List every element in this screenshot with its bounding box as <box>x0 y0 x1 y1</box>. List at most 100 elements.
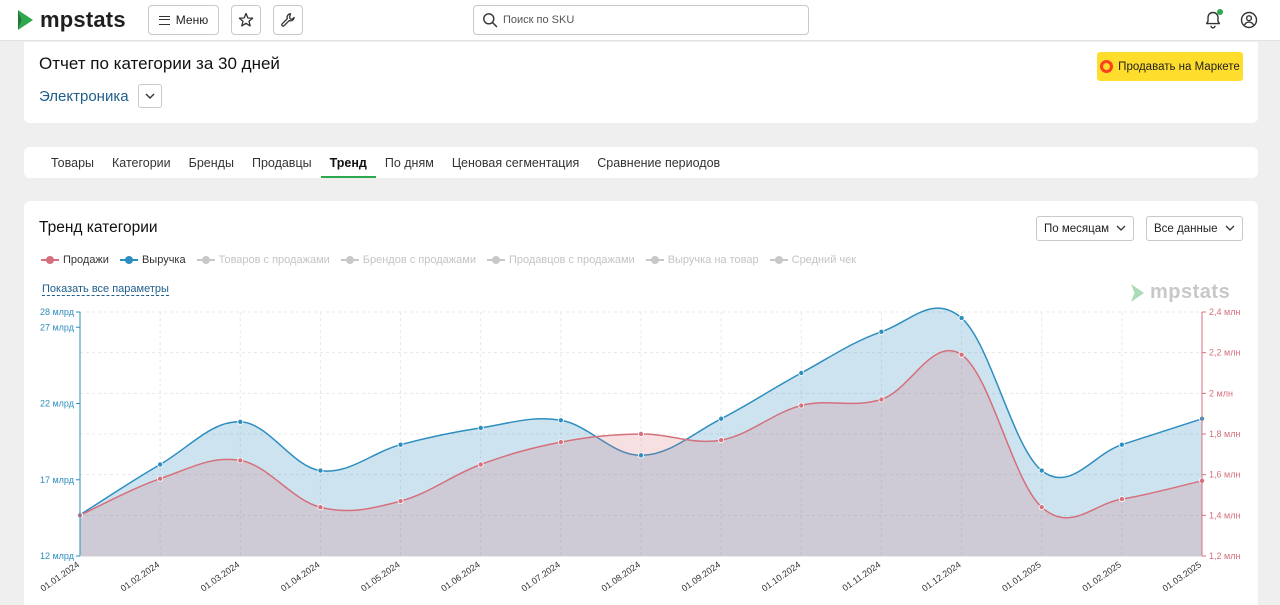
tab-label: Продавцы <box>251 155 312 170</box>
chevron-down-icon <box>145 93 155 99</box>
watermark-text: mpstats <box>1150 281 1231 303</box>
y-right-tick-label: 1,8 млн <box>1209 429 1240 439</box>
legend-marker <box>769 255 788 265</box>
show-all-parameters-link[interactable]: Показать все параметры <box>42 283 169 296</box>
data-point-revenue <box>477 424 484 431</box>
tab-brands[interactable]: Бренды <box>180 147 243 178</box>
legend-item-sales[interactable]: Продажи <box>41 254 109 266</box>
notification-dot <box>1217 9 1223 15</box>
tabs: Товары Категории Бренды Продавцы Тренд П… <box>42 147 729 178</box>
logo[interactable]: mpstats <box>17 7 126 32</box>
trend-chart-card: Тренд категории По месяцам Все данные Пр… <box>24 201 1258 605</box>
data-point-revenue <box>1038 467 1045 474</box>
search-box <box>473 5 809 35</box>
tab-products[interactable]: Товары <box>42 147 103 178</box>
data-point-sales <box>958 351 965 358</box>
x-tick-label: 01.05.2024 <box>359 559 402 593</box>
x-tick-label: 01.12.2024 <box>920 559 963 593</box>
legend-label: Продажи <box>63 254 109 266</box>
y-right-tick-label: 2,4 млн <box>1209 307 1240 317</box>
data-point-sales <box>878 396 885 403</box>
legend-item-revenue[interactable]: Выручка <box>119 254 186 266</box>
logo-icon <box>1131 283 1144 302</box>
data-point-sales <box>397 498 404 505</box>
legend-label: Выручка на товар <box>667 254 759 266</box>
tab-price-segmentation[interactable]: Ценовая сегментация <box>443 147 588 178</box>
data-point-sales <box>1118 496 1125 503</box>
data-point-revenue <box>638 452 645 459</box>
tools-button[interactable] <box>273 5 303 35</box>
data-point-sales <box>798 402 805 409</box>
tab-label: Бренды <box>188 155 234 170</box>
x-tick-label: 01.03.2024 <box>199 559 242 593</box>
menu-button[interactable]: Меню <box>148 5 219 35</box>
data-point-revenue <box>397 441 404 448</box>
logo-icon <box>18 10 33 30</box>
notifications-button[interactable] <box>1204 9 1223 30</box>
y-right-tick-label: 1,4 млн <box>1209 510 1240 520</box>
data-point-revenue <box>1118 441 1125 448</box>
search-input[interactable] <box>503 14 793 26</box>
category-dropdown-button[interactable] <box>138 84 162 108</box>
y-right-tick-label: 1,2 млн <box>1209 551 1240 561</box>
search-icon <box>483 13 498 28</box>
series-line-revenue <box>79 307 1203 516</box>
legend-marker <box>340 255 359 265</box>
tab-categories[interactable]: Категории <box>103 147 180 178</box>
legend-item-products-with-sales[interactable]: Товаров с продажами <box>196 254 330 266</box>
y-right-tick-label: 2,2 млн <box>1209 348 1240 358</box>
tab-by-days[interactable]: По дням <box>376 147 443 178</box>
star-icon <box>238 12 254 27</box>
x-tick-label: 01.01.2025 <box>1000 559 1043 593</box>
x-tick-label: 01.07.2024 <box>519 559 562 593</box>
data-point-revenue <box>878 328 885 335</box>
data-select[interactable]: Все данные <box>1146 216 1243 241</box>
series-line-sales <box>79 349 1203 519</box>
legend-item-brands-with-sales[interactable]: Брендов с продажами <box>340 254 476 266</box>
x-tick-label: 01.02.2025 <box>1080 559 1123 593</box>
legend-marker <box>196 255 215 265</box>
data-point-sales <box>557 439 564 446</box>
legend-label: Выручка <box>141 254 186 266</box>
sell-on-market-button[interactable]: Продавать на Маркете <box>1097 52 1243 81</box>
favorites-button[interactable] <box>231 5 261 35</box>
menu-button-label: Меню <box>175 13 209 27</box>
legend-item-sellers-with-sales[interactable]: Продавцов с продажами <box>486 254 635 266</box>
data-point-sales <box>638 430 645 437</box>
data-select-value: Все данные <box>1154 222 1218 235</box>
x-tick-label: 01.08.2024 <box>600 559 643 593</box>
x-tick-label: 01.11.2024 <box>840 559 882 593</box>
tab-period-comparison[interactable]: Сравнение периодов <box>588 147 729 178</box>
y-left-tick-label: 17 млрд <box>40 475 75 485</box>
tab-sellers[interactable]: Продавцы <box>243 147 321 178</box>
legend-item-average-check[interactable]: Средний чек <box>769 254 856 266</box>
chart-legend: Продажи Выручка Товаров с продажами Брен… <box>41 253 867 267</box>
trend-chart: 12 млрд 17 млрд 22 млрд 27 млрд 28 млрд 1,2 м… <box>39 307 1241 593</box>
period-select[interactable]: По месяцам <box>1036 216 1134 241</box>
user-icon[interactable] <box>1240 11 1258 29</box>
data-point-revenue <box>798 369 805 376</box>
tabs-bar: Товары Категории Бренды Продавцы Тренд П… <box>24 147 1258 178</box>
y-left-tick-label: 12 млрд <box>40 551 75 561</box>
legend-marker <box>119 255 138 265</box>
tab-label: Товары <box>51 155 94 170</box>
chart-watermark: mpstats <box>1130 281 1230 304</box>
x-tick-label: 01.04.2024 <box>279 559 322 593</box>
market-icon <box>1100 60 1114 73</box>
data-point-revenue <box>958 315 965 322</box>
series-area-revenue <box>80 308 1202 556</box>
legend-marker <box>41 255 59 265</box>
data-point-revenue <box>718 415 725 422</box>
y-left-tick-label: 27 млрд <box>40 322 75 332</box>
tab-trend[interactable]: Тренд <box>320 147 377 178</box>
legend-item-revenue-per-product[interactable]: Выручка на товар <box>645 254 759 266</box>
logo-text: mpstats <box>40 7 126 32</box>
legend-label: Продавцов с продажами <box>508 254 635 266</box>
wrench-icon <box>281 13 295 27</box>
y-right-tick-label: 1,6 млн <box>1209 470 1240 480</box>
data-point-revenue <box>237 418 244 425</box>
x-tick-label: 01.01.2024 <box>39 559 82 593</box>
tab-label: Ценовая сегментация <box>451 155 580 170</box>
data-point-sales <box>1038 504 1045 511</box>
category-link[interactable]: Электроника <box>39 88 129 105</box>
